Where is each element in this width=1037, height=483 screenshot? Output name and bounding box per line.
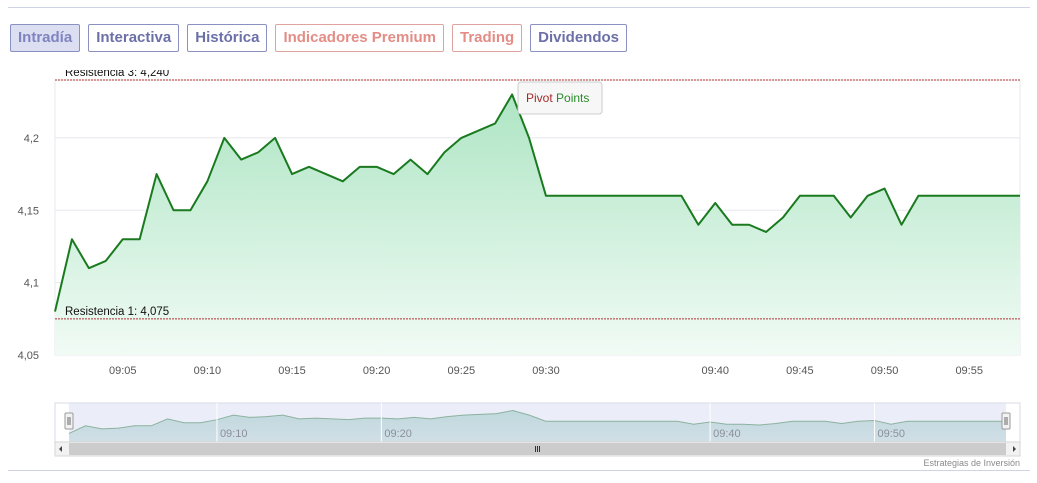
navigator-right-handle[interactable] <box>1001 412 1011 430</box>
tab-indicadores-premium[interactable]: Indicadores Premium <box>275 24 444 52</box>
x-tick-label: 09:10 <box>194 365 222 377</box>
bottom-divider <box>8 470 1030 471</box>
resistance-label: Resistencia 1: 4,075 <box>65 306 169 318</box>
tab-historica[interactable]: Histórica <box>187 24 268 52</box>
y-tick-label: 4,1 <box>24 278 39 290</box>
pivot-points-tooltip[interactable] <box>517 81 603 115</box>
navigator-tick-label: 09:50 <box>877 428 905 440</box>
x-tick-label: 09:20 <box>363 365 391 377</box>
tab-dividendos[interactable]: Dividendos <box>530 24 628 52</box>
navigator-tick-label: 09:20 <box>384 428 412 440</box>
navigator-selection[interactable] <box>69 403 1006 442</box>
top-divider <box>8 7 1030 8</box>
tab-trading[interactable]: Trading <box>452 24 523 52</box>
y-tick-label: 4,15 <box>18 205 39 217</box>
intraday-price-chart[interactable]: 4,05 4,1 4,15 4,2 09:05 09:10 09:15 09:20 09:25 0… <box>0 70 1037 462</box>
x-tick-label: 09:30 <box>532 365 560 377</box>
y-tick-label: 4,05 <box>18 350 39 362</box>
pivot-points-label: Pivot Points <box>526 91 589 105</box>
x-tick-label: 09:05 <box>109 365 137 377</box>
price-line <box>54 93 1020 312</box>
navigator-tick-label: 09:10 <box>220 428 248 440</box>
x-tick-label: 09:40 <box>701 365 729 377</box>
navigator-left-handle[interactable] <box>64 412 74 430</box>
scroll-right-arrow-icon[interactable] <box>1013 446 1016 452</box>
x-tick-label: 09:55 <box>955 365 983 377</box>
price-area <box>55 94 1020 355</box>
x-tick-label: 09:25 <box>448 365 476 377</box>
x-tick-label: 09:15 <box>278 365 306 377</box>
x-tick-label: 09:50 <box>871 365 899 377</box>
chart-credit: Estrategias de Inversión <box>923 458 1020 468</box>
scroll-left-arrow-icon[interactable] <box>59 446 62 452</box>
tab-interactiva[interactable]: Interactiva <box>88 24 180 52</box>
x-tick-label: 09:45 <box>786 365 814 377</box>
navigator-tick-label: 09:40 <box>713 428 741 440</box>
chart-tabs: Intradía Interactiva Histórica Indicador… <box>10 24 628 52</box>
resistance-label: Resistencia 3: 4,240 <box>65 70 169 79</box>
tab-intradia[interactable]: Intradía <box>10 24 81 52</box>
y-tick-label: 4,2 <box>24 133 39 145</box>
